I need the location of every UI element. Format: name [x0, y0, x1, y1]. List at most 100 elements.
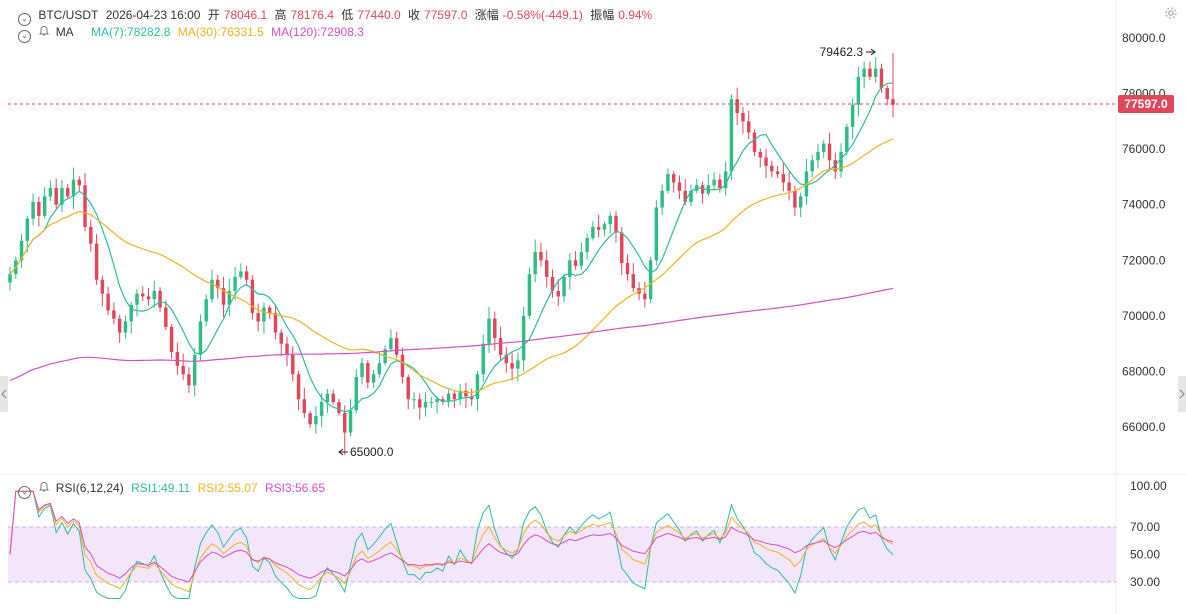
candle-body: [648, 260, 653, 300]
candle: [671, 171, 676, 193]
candle: [37, 196, 41, 227]
candle: [775, 165, 780, 179]
candle: [527, 267, 532, 319]
candle: [798, 192, 803, 218]
candle: [285, 336, 289, 367]
candle: [556, 279, 560, 307]
rsi-name: RSI(6,12,24): [55, 481, 124, 495]
bell-icon[interactable]: [38, 25, 50, 37]
collapse-icon[interactable]: ⌄: [18, 13, 31, 26]
candle-body: [244, 271, 249, 280]
candle: [804, 158, 809, 206]
bell-icon[interactable]: [38, 481, 50, 493]
candle-body: [798, 196, 803, 208]
candle: [573, 251, 578, 270]
candle: [366, 360, 370, 389]
candle-body: [822, 143, 826, 152]
candle-body: [481, 343, 485, 375]
candle-body: [112, 310, 116, 319]
candle: [412, 392, 416, 410]
candle: [325, 389, 330, 413]
candle-body: [146, 296, 151, 300]
candle-body: [89, 226, 93, 244]
ma-legend[interactable]: ⌄ MA MA(7):78282.8 MA(30):76331.5 MA(120…: [18, 25, 368, 43]
candle-body: [712, 179, 716, 186]
candle-body: [348, 410, 353, 433]
candle-body: [296, 374, 301, 400]
ma120-value: MA(120):72908.3: [271, 25, 364, 39]
candle: [706, 174, 711, 197]
rsi-legend[interactable]: ⌄ RSI(6,12,24) RSI1:49.11 RSI2:55.07 RSI…: [18, 481, 329, 499]
collapse-icon[interactable]: ⌄: [18, 30, 31, 43]
candle-body: [158, 290, 162, 308]
candle: [568, 253, 572, 290]
candle: [204, 294, 208, 327]
candle-body: [550, 276, 555, 291]
candle-body: [267, 307, 272, 314]
candle: [123, 315, 128, 339]
candle-body: [700, 185, 705, 194]
candle-body: [354, 376, 359, 411]
candle-body: [556, 290, 560, 297]
candle: [389, 329, 393, 353]
candle: [239, 263, 243, 280]
candle: [700, 181, 705, 204]
candle: [435, 396, 439, 414]
candle-body: [198, 321, 203, 355]
candle: [273, 304, 278, 340]
candle: [885, 85, 889, 106]
candle: [250, 275, 255, 320]
candle-body: [510, 363, 514, 369]
candle-body: [279, 332, 283, 344]
candle-body: [781, 174, 786, 183]
candle: [112, 302, 116, 325]
candle-body: [787, 182, 791, 191]
candle: [648, 257, 653, 304]
rsi-tick-label: 30.00: [1130, 575, 1160, 589]
candle: [89, 220, 93, 252]
candle: [192, 347, 197, 397]
close-label: 收: [408, 8, 421, 22]
candle-body: [216, 279, 220, 289]
candle: [296, 370, 301, 410]
candle: [141, 286, 145, 302]
candle-body: [845, 126, 849, 152]
candle: [493, 311, 497, 351]
scroll-left-button[interactable]: [0, 376, 8, 412]
candle-body: [660, 190, 664, 208]
scroll-right-button[interactable]: [1178, 376, 1186, 412]
candle: [394, 331, 399, 359]
candle-body: [464, 390, 468, 397]
candle: [377, 352, 382, 378]
candle: [689, 184, 693, 207]
candle: [158, 287, 162, 313]
candle-body: [643, 293, 647, 300]
open-value: 78046.1: [223, 8, 268, 22]
candle: [71, 167, 76, 209]
rsi2-value: RSI2:55.07: [197, 481, 258, 495]
candle: [498, 326, 503, 362]
candle-body: [493, 318, 497, 339]
candle: [319, 392, 324, 428]
candle-body: [475, 374, 480, 400]
candle: [106, 286, 110, 315]
settings-icon[interactable]: [1164, 6, 1178, 20]
candle: [781, 162, 786, 192]
candle: [631, 263, 636, 293]
candles-layer: [8, 52, 895, 455]
candle: [620, 227, 624, 275]
collapse-icon[interactable]: ⌄: [18, 486, 31, 499]
candle-body: [585, 238, 589, 252]
candle-body: [521, 315, 526, 361]
candle: [117, 314, 122, 343]
rsi3-value: RSI3:56.65: [264, 481, 326, 495]
candle-body: [810, 160, 814, 172]
candle-body: [181, 365, 185, 375]
candle: [279, 329, 283, 357]
rsi-axis: 30.00 50.00 70.00 100.00: [1130, 479, 1167, 589]
candle-body: [677, 182, 682, 191]
candle: [810, 154, 814, 178]
candle-body: [233, 276, 237, 291]
candle-body: [741, 113, 745, 122]
